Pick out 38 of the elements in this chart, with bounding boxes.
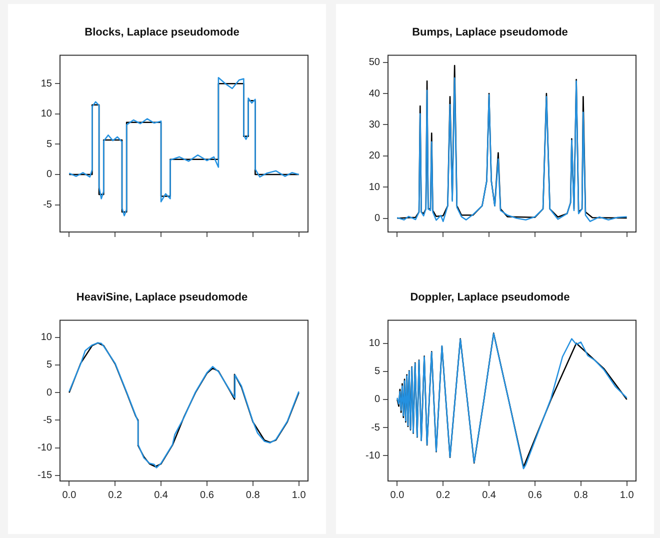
y-tick-label: 10 bbox=[40, 332, 52, 344]
y-tick-label: -10 bbox=[38, 442, 52, 454]
y-tick-label: 10 bbox=[40, 108, 52, 120]
y-tick-label: -15 bbox=[38, 470, 52, 482]
x-tick-label: 0.8 bbox=[574, 490, 588, 501]
x-tick-label: 1.0 bbox=[292, 490, 306, 501]
y-tick-label: 50 bbox=[368, 57, 380, 68]
y-tick-label: -5 bbox=[43, 414, 52, 426]
chart-title: Blocks, Laplace pseudomode bbox=[84, 26, 240, 39]
y-tick-label: 10 bbox=[368, 338, 380, 349]
y-tick-label: 0 bbox=[374, 394, 380, 406]
y-tick-label: 30 bbox=[368, 119, 380, 130]
y-tick-label: 15 bbox=[40, 78, 52, 90]
y-tick-label: -10 bbox=[366, 450, 380, 462]
x-tick-label: 0.4 bbox=[154, 490, 168, 501]
y-tick-label: 40 bbox=[368, 88, 380, 100]
x-tick-label: 1.0 bbox=[620, 490, 634, 501]
chart-title: Bumps, Laplace pseudomode bbox=[412, 26, 568, 39]
y-tick-label: 10 bbox=[368, 182, 380, 193]
x-tick-label: 0.0 bbox=[390, 490, 405, 501]
chart-title: Doppler, Laplace pseudomode bbox=[410, 292, 570, 304]
x-tick-label: 0.2 bbox=[436, 490, 450, 501]
y-tick-label: 0 bbox=[46, 169, 52, 180]
y-tick-label: 5 bbox=[46, 360, 52, 371]
x-tick-label: 0.4 bbox=[482, 490, 496, 501]
y-tick-label: 5 bbox=[374, 366, 380, 378]
y-tick-label: 5 bbox=[46, 138, 52, 150]
y-tick-label: -5 bbox=[371, 422, 380, 434]
y-tick-label: 0 bbox=[46, 387, 52, 398]
y-tick-label: -5 bbox=[43, 200, 52, 211]
y-tick-label: 0 bbox=[374, 213, 380, 224]
x-tick-label: 0.2 bbox=[108, 490, 122, 501]
x-tick-label: 0.6 bbox=[528, 490, 542, 501]
x-tick-label: 0.0 bbox=[62, 490, 77, 501]
x-tick-label: 0.6 bbox=[200, 490, 214, 501]
chart-title: HeaviSine, Laplace pseudomode bbox=[76, 292, 248, 304]
x-tick-label: 0.8 bbox=[246, 490, 260, 501]
y-tick-label: 20 bbox=[368, 150, 380, 162]
